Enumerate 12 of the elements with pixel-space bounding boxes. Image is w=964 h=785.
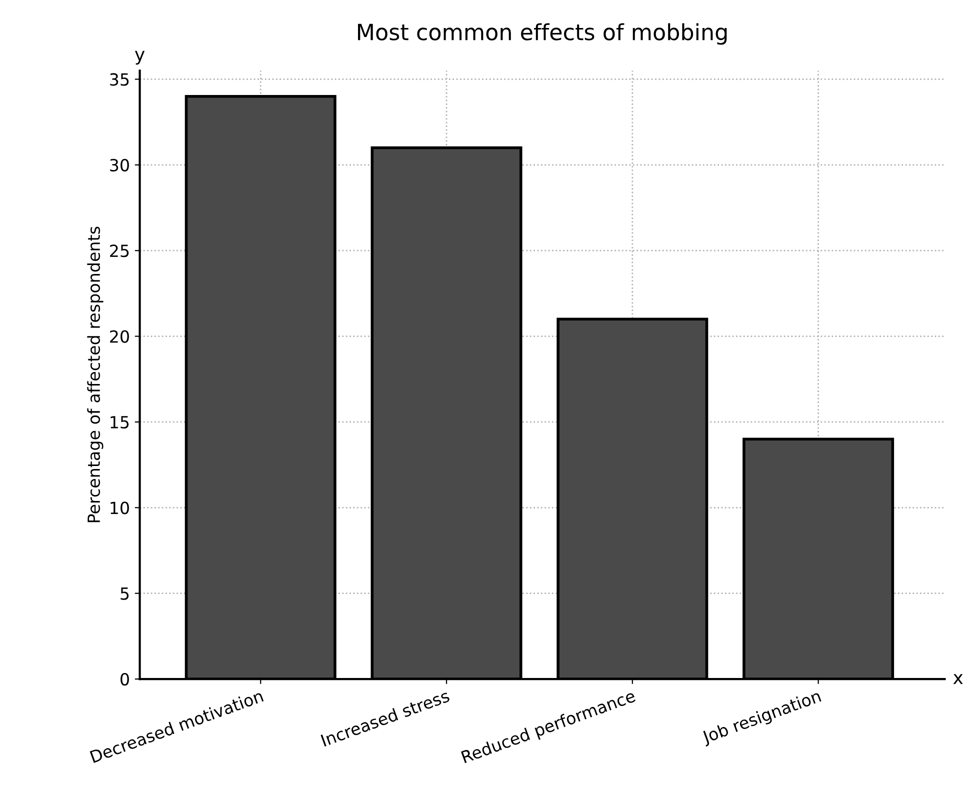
y-axis-title: Percentage of affected respondents: [87, 226, 104, 522]
y-tick-label: 0: [120, 672, 129, 686]
y-tick-label: 30: [110, 158, 129, 172]
y-tick-label: 20: [110, 330, 129, 343]
y-tick-label: 25: [110, 244, 129, 258]
y-tick-label: 15: [110, 416, 129, 429]
y-tick-label: 10: [110, 502, 129, 514]
y-tick-label: 5: [120, 588, 129, 600]
chart-title: Most common effects of mobbing: [358, 23, 727, 45]
text: x: [953, 674, 963, 684]
text: y: [134, 50, 145, 65]
y-tick-label: 35: [110, 73, 129, 86]
